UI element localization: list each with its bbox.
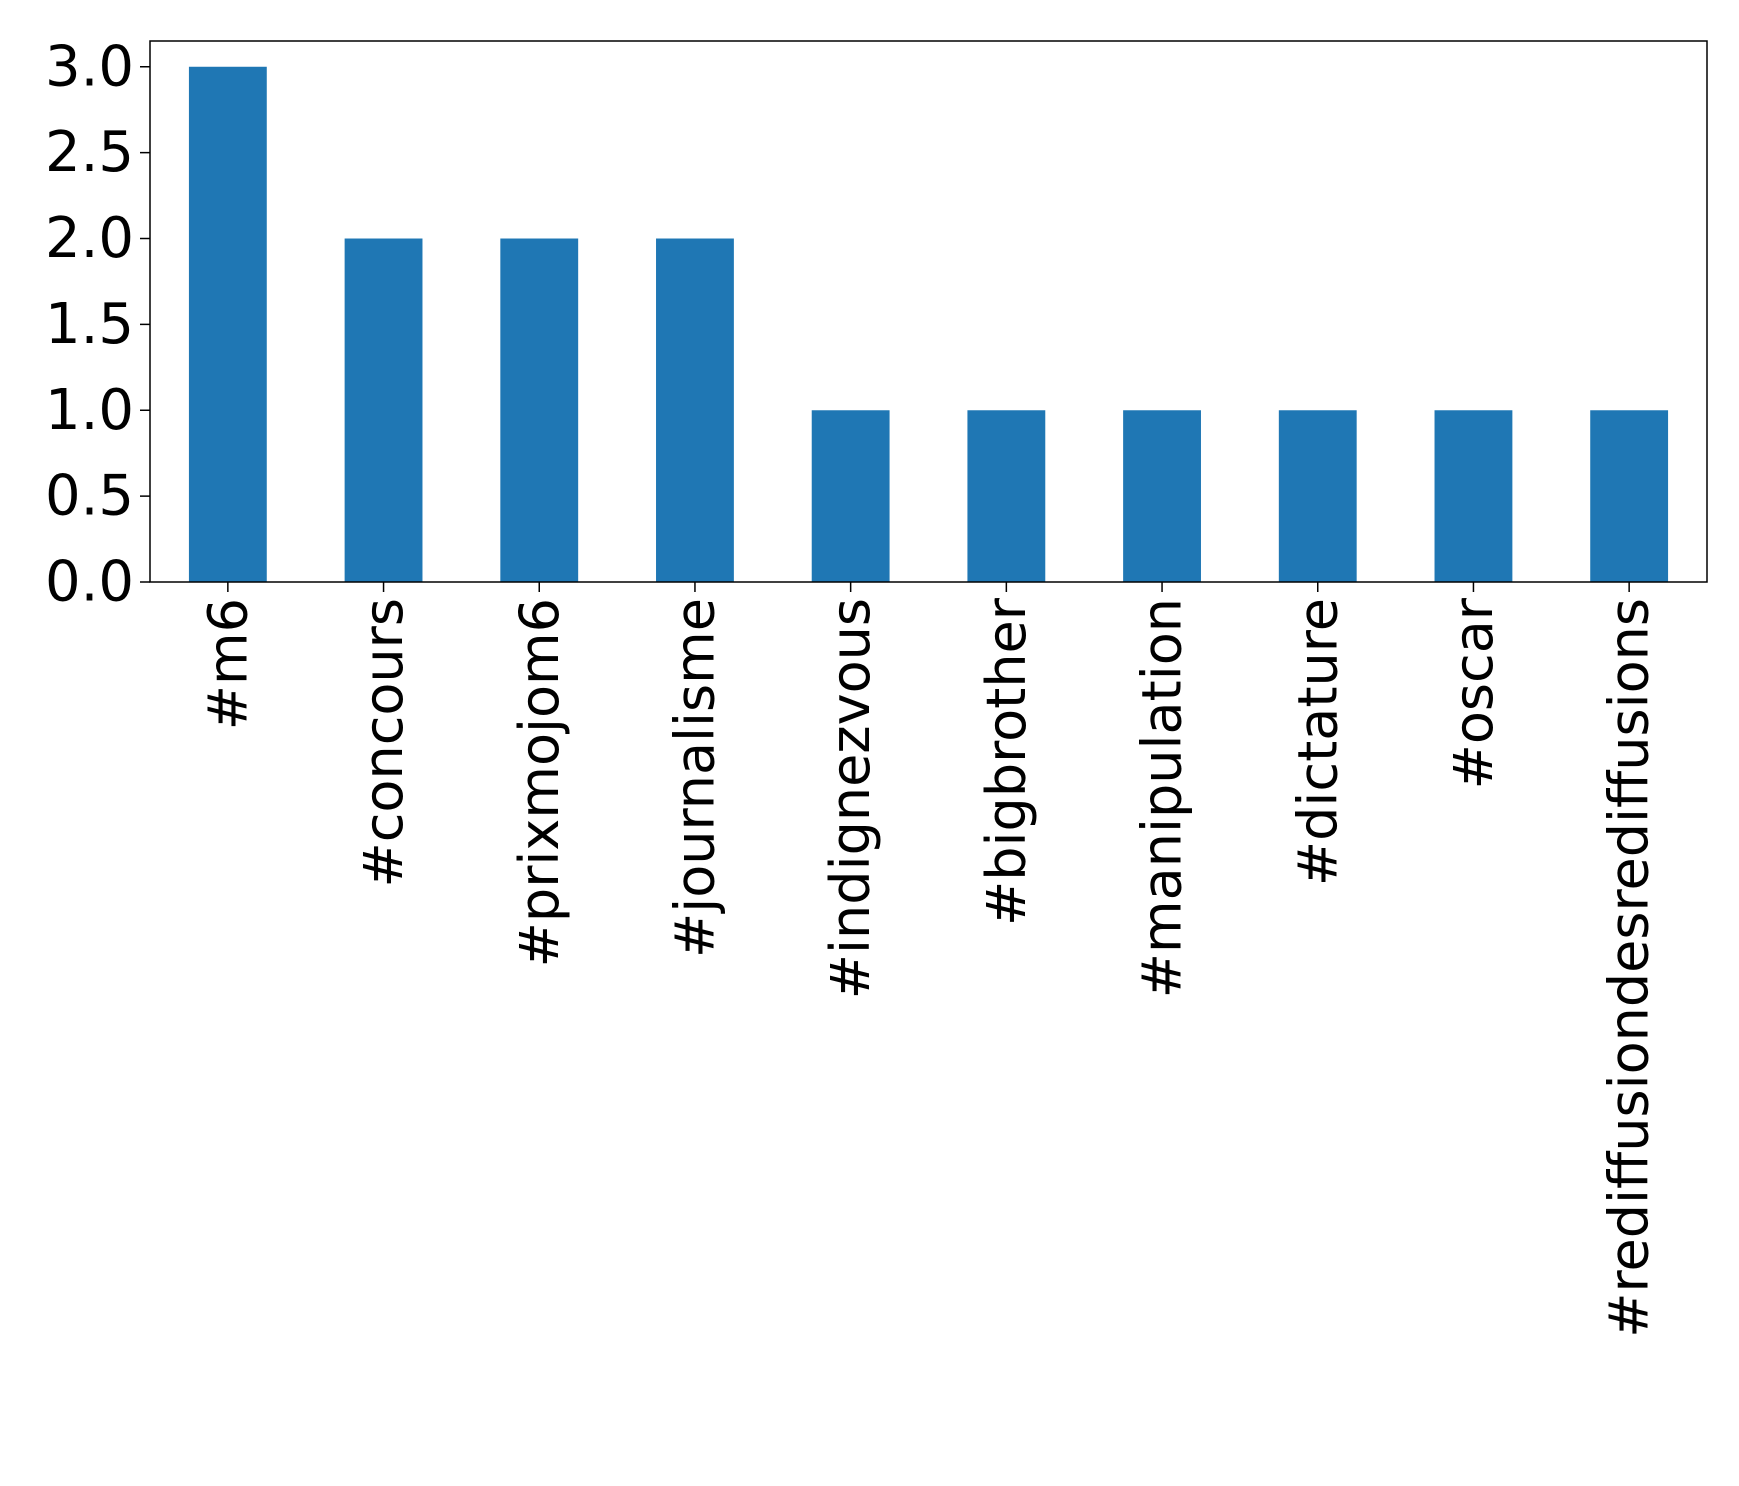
y-tick-label-5: 2.5	[45, 120, 134, 185]
y-tick-label-4: 2.0	[45, 206, 134, 271]
y-tick-label-0: 0.0	[45, 550, 134, 615]
x-tick-label-6: #manipulation	[1131, 598, 1194, 998]
x-tick-label-5: #bigbrother	[975, 597, 1038, 926]
bar-1	[344, 238, 423, 582]
x-tick-label-3: #journalisme	[663, 598, 726, 958]
plot-frame	[149, 40, 1708, 583]
bar-9	[1590, 410, 1669, 582]
bar-0	[188, 66, 267, 582]
bar-3	[656, 238, 734, 582]
x-tick-label-4: #indignezvous	[819, 598, 882, 999]
bar-7	[1278, 410, 1357, 582]
x-tick-label-1: #concours	[352, 598, 415, 888]
bar-2	[500, 238, 579, 582]
x-tick-label-7: #dictature	[1286, 598, 1349, 886]
bar-8	[1434, 410, 1513, 582]
y-tick-label-6: 3.0	[45, 34, 134, 99]
y-tick-label-1: 0.5	[45, 464, 134, 529]
y-tick-label-3: 1.5	[45, 292, 134, 357]
bar-6	[1123, 410, 1201, 582]
x-tick-label-2: #prixmojom6	[508, 598, 571, 967]
x-axis: #m6 #concours #prixmojom6 #journalisme #indi…	[196, 582, 1661, 1338]
x-tick-label-0: #m6	[196, 598, 259, 730]
bars-group	[188, 66, 1669, 582]
x-tick-label-8: #oscar	[1442, 597, 1505, 789]
y-axis: 0.0 0.5 1.0 1.5 2.0 2.5 3.0	[45, 34, 150, 615]
y-tick-label-2: 1.0	[45, 378, 134, 443]
x-tick-label-9: #rediffusiondesrediffusions	[1598, 598, 1661, 1338]
bar-5	[967, 410, 1046, 582]
bar-4	[811, 410, 890, 582]
